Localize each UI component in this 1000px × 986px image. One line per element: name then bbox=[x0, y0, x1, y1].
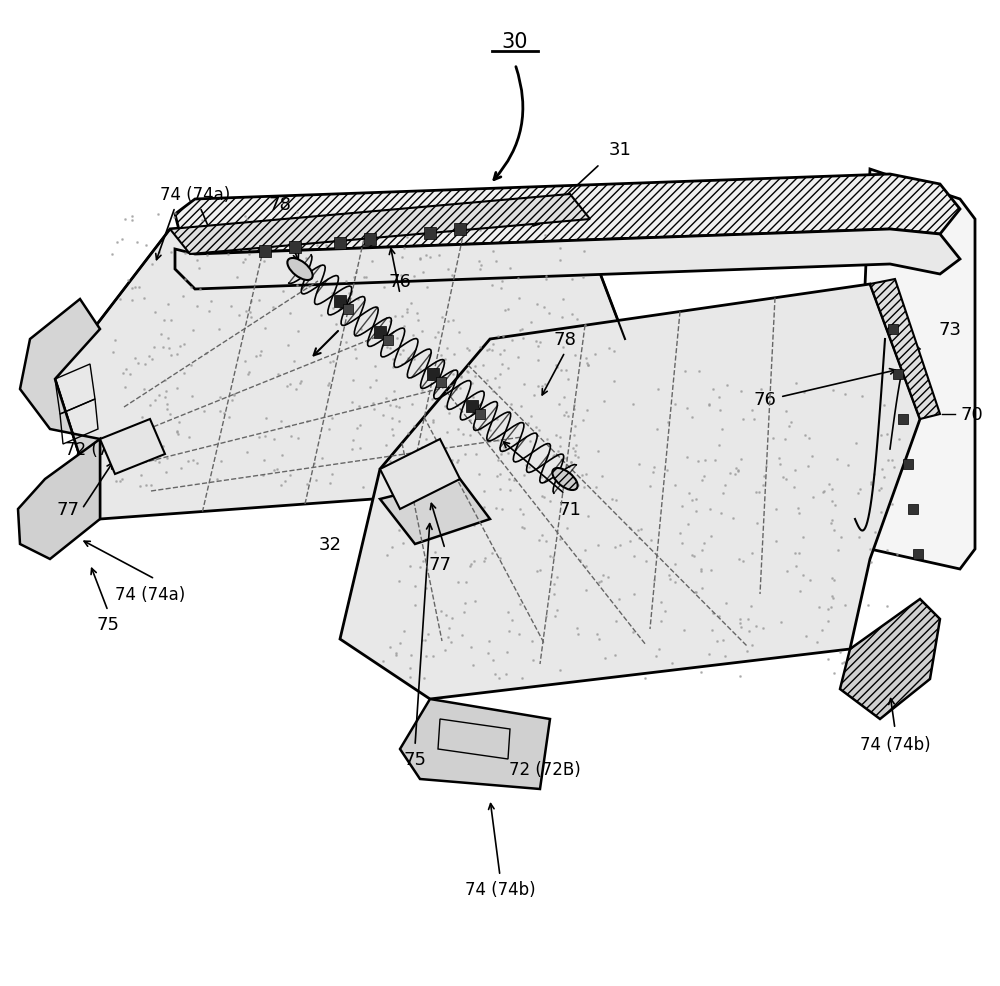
Polygon shape bbox=[175, 175, 960, 254]
Ellipse shape bbox=[552, 468, 578, 490]
Polygon shape bbox=[855, 170, 975, 570]
Text: 74 (74b): 74 (74b) bbox=[465, 880, 535, 898]
Ellipse shape bbox=[287, 258, 313, 281]
Text: 74 (74a): 74 (74a) bbox=[160, 185, 230, 204]
Polygon shape bbox=[175, 230, 960, 290]
Polygon shape bbox=[100, 420, 165, 474]
Text: 73: 73 bbox=[938, 320, 961, 338]
Text: 74 (74a): 74 (74a) bbox=[115, 586, 185, 603]
Polygon shape bbox=[18, 440, 100, 559]
Text: 31: 31 bbox=[609, 141, 631, 159]
Text: 70: 70 bbox=[960, 405, 983, 424]
Polygon shape bbox=[55, 195, 625, 520]
Text: 76: 76 bbox=[754, 390, 776, 408]
Text: 74 (74b): 74 (74b) bbox=[860, 736, 930, 753]
Text: 77: 77 bbox=[57, 501, 80, 519]
Text: 71: 71 bbox=[559, 501, 581, 519]
Polygon shape bbox=[20, 300, 100, 520]
Text: 30: 30 bbox=[502, 32, 528, 52]
Polygon shape bbox=[380, 479, 490, 544]
Polygon shape bbox=[340, 285, 920, 699]
Text: 75: 75 bbox=[404, 750, 427, 768]
Text: 75: 75 bbox=[97, 615, 120, 633]
Text: 72 (72B): 72 (72B) bbox=[509, 760, 581, 778]
Text: 32: 32 bbox=[319, 535, 342, 553]
Polygon shape bbox=[170, 195, 590, 254]
Text: 77: 77 bbox=[429, 555, 452, 574]
Text: 72 (72A): 72 (72A) bbox=[65, 441, 137, 458]
Text: 76: 76 bbox=[389, 273, 411, 291]
Polygon shape bbox=[870, 280, 940, 420]
Text: 78: 78 bbox=[554, 330, 576, 349]
Text: 78: 78 bbox=[269, 196, 291, 214]
Polygon shape bbox=[400, 699, 550, 789]
Polygon shape bbox=[840, 599, 940, 719]
Polygon shape bbox=[380, 440, 460, 510]
